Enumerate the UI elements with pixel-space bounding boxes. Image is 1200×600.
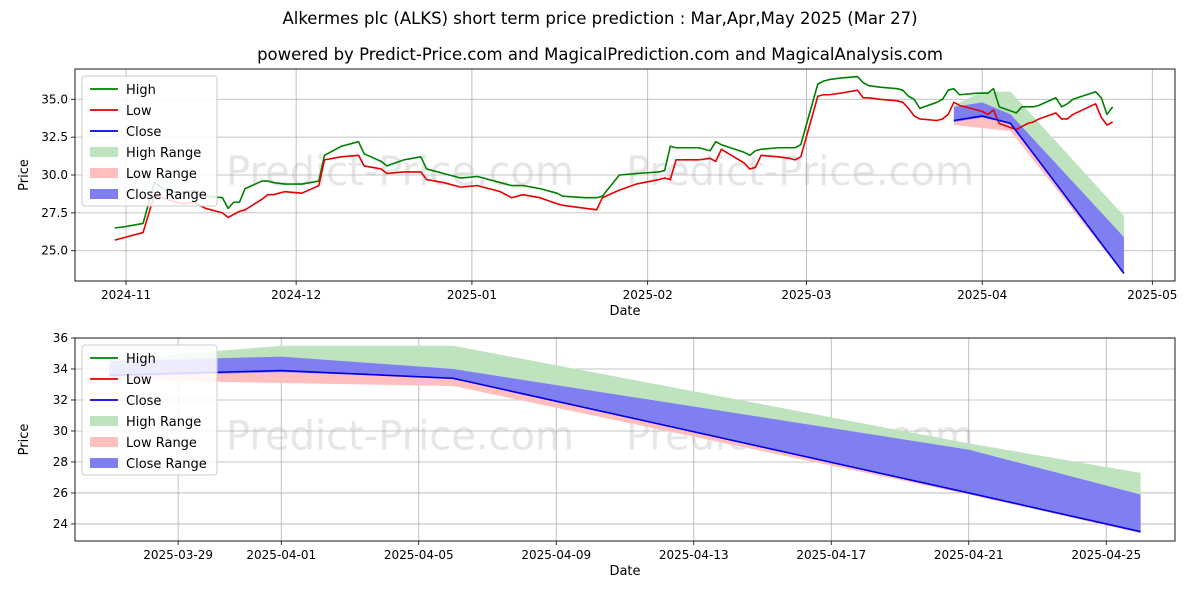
top-legend-label: Close <box>126 125 161 140</box>
bottom-ytick-label: 36 <box>53 331 68 345</box>
bottom-ytick-label: 32 <box>53 393 68 407</box>
top-legend-label: High <box>126 83 156 98</box>
top-xtick-label: 2025-01 <box>447 288 497 302</box>
bottom-xtick-label: 2025-04-25 <box>1071 548 1141 562</box>
top-xtick-label: 2025-03 <box>781 288 831 302</box>
top-legend-label: Low Range <box>126 167 197 182</box>
bottom-xtick-label: 2025-03-29 <box>143 548 213 562</box>
top-close-line <box>953 115 1125 274</box>
top-low-line <box>114 89 1114 241</box>
top-ytick-label: 30.0 <box>41 168 68 182</box>
top-legend-swatch <box>90 147 118 157</box>
bottom-legend-label: Low <box>126 373 152 388</box>
top-legend-label: High Range <box>126 146 201 161</box>
bottom-legend-label: Close <box>126 394 161 409</box>
top-plot-frame <box>74 68 1176 282</box>
top-ytick-label: 32.5 <box>41 130 68 144</box>
chart-subtitle: powered by Predict-Price.com and Magical… <box>257 45 943 64</box>
bottom-legend-label: High <box>126 352 156 367</box>
top-legend-swatch <box>90 189 118 199</box>
top-ytick-label: 25.0 <box>41 244 68 258</box>
top-ytick-label: 35.0 <box>41 92 68 106</box>
bottom-ytick-label: 24 <box>53 517 68 531</box>
top-xtick-label: 2024-12 <box>271 288 321 302</box>
top-xtick-label: 2024-11 <box>101 288 151 302</box>
chart-title: Alkermes plc (ALKS) short term price pre… <box>282 9 918 28</box>
bottom-legend-swatch <box>90 437 118 447</box>
bottom-legend-swatch <box>90 458 118 468</box>
top-legend-label: Close Range <box>126 188 207 203</box>
bottom-xtick-label: 2025-04-21 <box>934 548 1004 562</box>
bottom-xtick-label: 2025-04-13 <box>659 548 729 562</box>
bottom-legend-label: Low Range <box>126 436 197 451</box>
bottom-xtick-label: 2025-04-01 <box>246 548 316 562</box>
top-legend-label: Low <box>126 104 152 119</box>
bottom-xtick-label: 2025-04-09 <box>521 548 591 562</box>
top-legend-swatch <box>90 168 118 178</box>
top-watermark: Predict-Price.com <box>626 149 974 195</box>
top-xtick-label: 2025-05 <box>1127 288 1177 302</box>
bottom-plot-frame <box>74 337 1176 542</box>
bottom-ytick-label: 28 <box>53 455 68 469</box>
bottom-legend-swatch <box>90 416 118 426</box>
top-high-line <box>114 75 1114 229</box>
top-x-axis-label: Date <box>609 304 640 319</box>
bottom-xtick-label: 2025-04-05 <box>384 548 454 562</box>
bottom-xtick-label: 2025-04-17 <box>796 548 866 562</box>
top-ytick-label: 27.5 <box>41 206 68 220</box>
top-y-axis-label: Price <box>17 159 32 191</box>
bottom-ytick-label: 34 <box>53 362 68 376</box>
bottom-close-line <box>109 369 1141 533</box>
bottom-ytick-label: 30 <box>53 424 68 438</box>
bottom-legend-label: High Range <box>126 415 201 430</box>
bottom-legend-label: Close Range <box>126 457 207 472</box>
bottom-watermark: Predict-Price.com <box>226 414 574 460</box>
bottom-y-axis-label: Price <box>17 424 32 456</box>
top-xtick-label: 2025-04 <box>957 288 1007 302</box>
bottom-x-axis-label: Date <box>609 564 640 579</box>
bottom-ytick-label: 26 <box>53 486 68 500</box>
top-xtick-label: 2025-02 <box>623 288 673 302</box>
